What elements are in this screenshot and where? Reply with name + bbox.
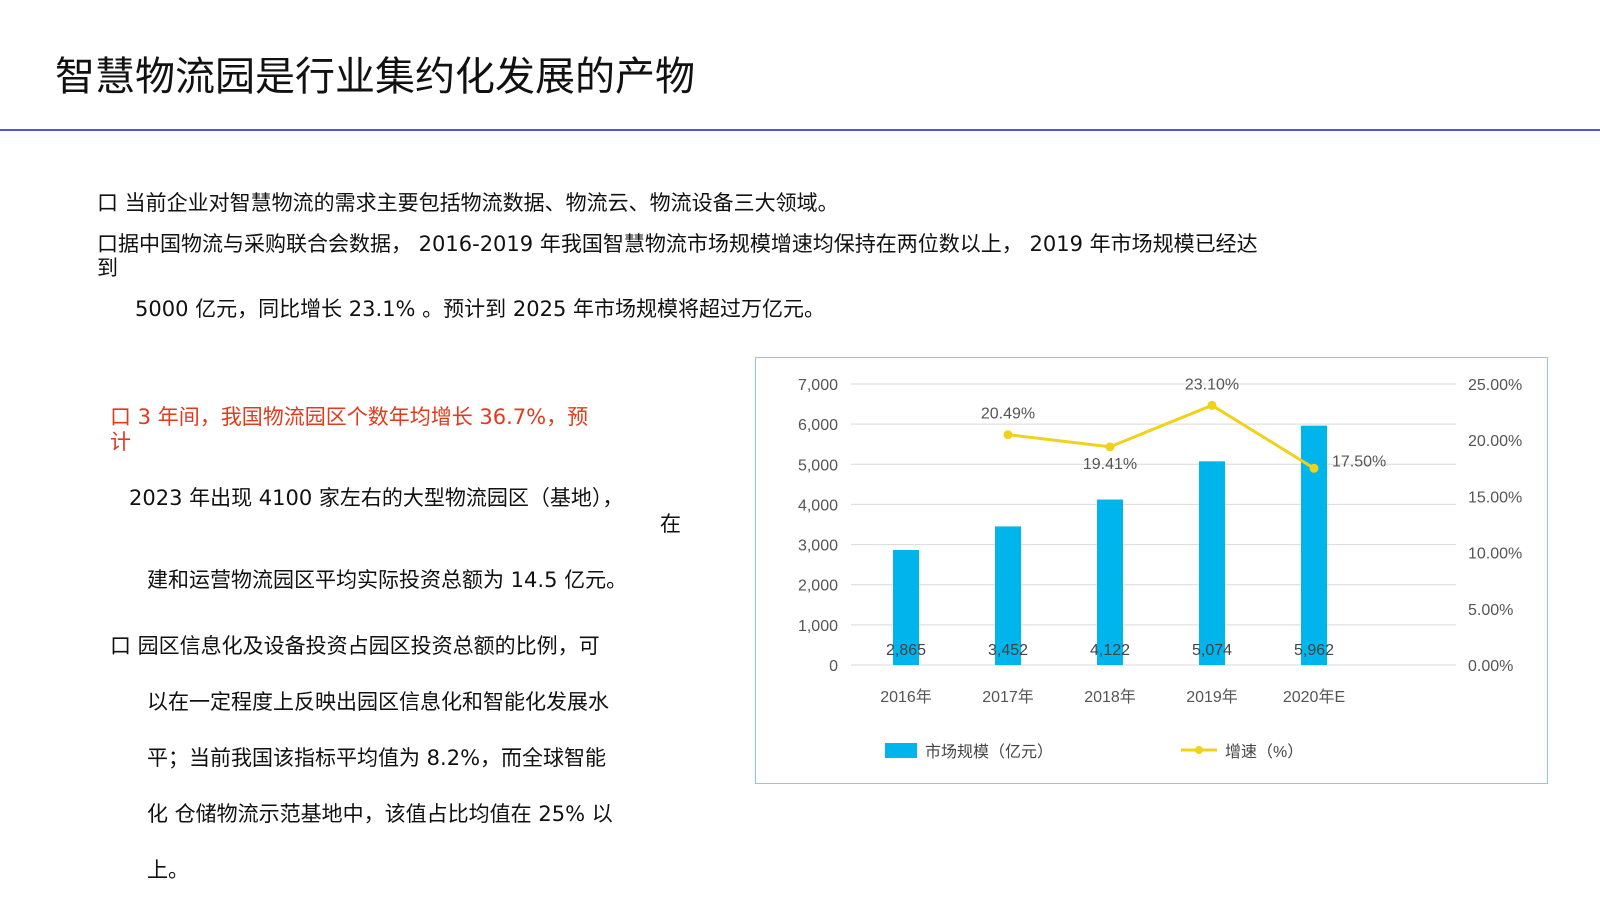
bar-data-label: 3,452 xyxy=(988,642,1028,659)
title-divider xyxy=(0,129,1600,131)
growth-data-label: 17.50% xyxy=(1332,453,1386,470)
right-axis-tick: 15.00% xyxy=(1468,489,1522,506)
bar xyxy=(893,549,919,665)
growth-point xyxy=(1105,442,1115,452)
bullet-investment-line3: 平；当前我国该指标平均值为 8.2%，而全球智能 xyxy=(147,746,607,770)
right-axis-tick: 5.00% xyxy=(1468,602,1513,619)
left-axis-tick: 7,000 xyxy=(798,377,838,394)
x-axis-category-label: 2016年 xyxy=(880,688,932,706)
growth-point xyxy=(1207,400,1217,410)
right-axis-tick: 0.00% xyxy=(1468,658,1513,675)
bullet-market-size-line1: 口据中国物流与采购联合会数据， 2016-2019 年我国智慧物流市场规模增速均… xyxy=(97,232,1258,256)
bar xyxy=(1199,461,1225,665)
bullet-parks-line2: 计 xyxy=(110,430,131,454)
bullet-investment-line4: 化 仓储物流示范基地中，该值占比均值在 25% 以 xyxy=(147,802,613,826)
bullet-parks-line4: 在 xyxy=(660,512,681,536)
left-axis-tick: 1,000 xyxy=(798,618,838,635)
x-axis-category-label: 2017年 xyxy=(982,688,1034,706)
page-title: 智慧物流园是行业集约化发展的产物 xyxy=(55,54,695,100)
bullet-market-size-line2: 到 xyxy=(97,256,118,280)
growth-data-label: 23.10% xyxy=(1185,376,1239,393)
left-axis-tick: 6,000 xyxy=(798,417,838,434)
legend-line-marker xyxy=(1195,746,1203,754)
bullet-parks-line3: 2023 年出现 4100 家左右的大型物流园区（基地）， xyxy=(129,486,624,510)
x-axis-category-label: 2018年 xyxy=(1084,688,1136,706)
growth-data-label: 20.49% xyxy=(981,406,1035,423)
bar-data-label: 2,865 xyxy=(886,642,926,659)
bar xyxy=(995,526,1021,665)
left-axis-tick: 0 xyxy=(829,658,838,675)
growth-line xyxy=(1007,403,1315,470)
x-axis-category-label: 2019年 xyxy=(1186,688,1238,706)
legend-line-label: 增速（%） xyxy=(1225,743,1303,761)
bullet-market-size-line3: 5000 亿元，同比增长 23.1% 。预计到 2025 年市场规模将超过万亿元… xyxy=(135,297,825,321)
left-axis-tick: 4,000 xyxy=(798,497,838,514)
bar-data-label: 5,074 xyxy=(1192,642,1232,659)
bullet-parks-line1: 口 3 年间，我国物流园区个数年均增长 36.7%，预 xyxy=(110,405,589,429)
bullet-parks-line5: 建和运营物流园区平均实际投资总额为 14.5 亿元。 xyxy=(147,568,628,592)
bar-data-label: 5,962 xyxy=(1294,642,1334,659)
bullet-investment-line1: 口 园区信息化及设备投资占园区投资总额的比例，可 xyxy=(110,634,600,658)
right-axis-tick: 10.00% xyxy=(1468,546,1522,563)
bullet-demand-areas: 口 当前企业对智慧物流的需求主要包括物流数据、物流云、物流设备三大领域。 xyxy=(97,191,839,215)
right-axis-tick: 25.00% xyxy=(1468,377,1522,394)
left-axis-tick: 5,000 xyxy=(798,457,838,474)
growth-data-label: 19.41% xyxy=(1083,456,1137,473)
growth-point xyxy=(1309,463,1319,473)
legend-bar-label: 市场规模（亿元） xyxy=(925,743,1053,761)
bar xyxy=(1097,499,1123,665)
left-axis-tick: 2,000 xyxy=(798,578,838,595)
market-chart: 0 1,000 2,000 3,000 4,000 5,000 6,000 7,000 0.00… xyxy=(755,357,1548,784)
left-axis-tick: 3,000 xyxy=(798,538,838,555)
x-axis-category-label: 2020年E xyxy=(1283,688,1345,706)
right-axis-tick: 20.00% xyxy=(1468,433,1522,450)
growth-point xyxy=(1003,430,1013,440)
bar-data-label: 4,122 xyxy=(1090,642,1130,659)
bullet-investment-line5: 上。 xyxy=(147,858,189,882)
legend-bar-swatch xyxy=(885,743,917,758)
bullet-investment-line2: 以在一定程度上反映出园区信息化和智能化发展水 xyxy=(147,690,609,714)
market-chart-svg: 0 1,000 2,000 3,000 4,000 5,000 6,000 7,000 0.00… xyxy=(798,376,1522,761)
